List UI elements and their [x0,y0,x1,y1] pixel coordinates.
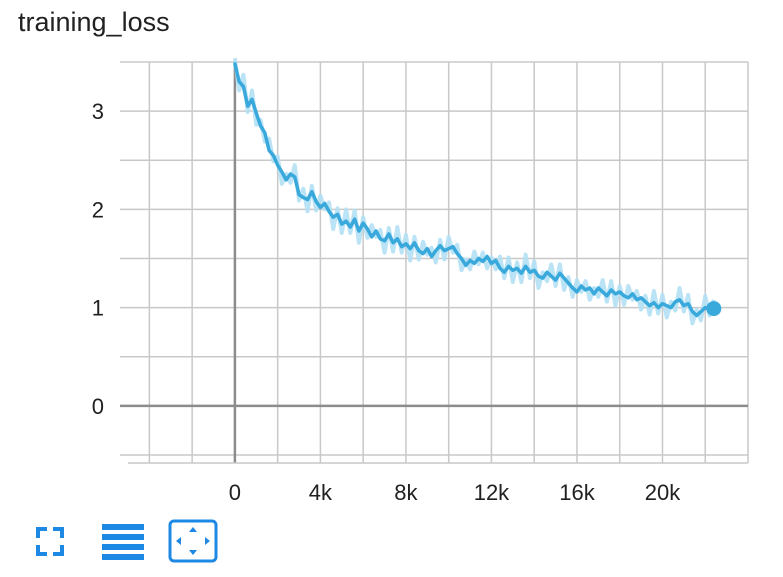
tick-labels: 0 4k 8k 12k 16k 20k 0 1 2 3 [92,99,681,505]
y-tick-label: 2 [92,197,104,222]
x-tick-label: 16k [559,480,595,505]
grid-lines [120,61,749,463]
fullscreen-button[interactable] [30,518,80,564]
raw-series-line [232,57,716,326]
x-tick-label: 12k [474,480,510,505]
data-lines-icon [102,524,144,560]
chart-title: training_loss [18,7,170,37]
smoothed-series-line [233,62,716,318]
x-tick-label: 20k [645,480,681,505]
y-tick-label: 3 [92,99,104,124]
y-tick-label: 0 [92,394,104,419]
axes [120,62,748,464]
y-tick-label: 1 [92,296,104,321]
fit-domain-icon [168,519,218,563]
series-layer [232,57,722,326]
x-tick-label: 8k [394,480,418,505]
x-tick-label: 0 [229,480,241,505]
chart-plot[interactable]: 0 4k 8k 12k 16k 20k 0 1 2 3 [0,0,783,510]
fullscreen-icon [36,527,64,556]
toggle-lines-button[interactable] [98,518,148,564]
fit-domain-button[interactable] [168,518,218,564]
last-point-marker [706,301,722,317]
x-tick-label: 4k [309,480,333,505]
